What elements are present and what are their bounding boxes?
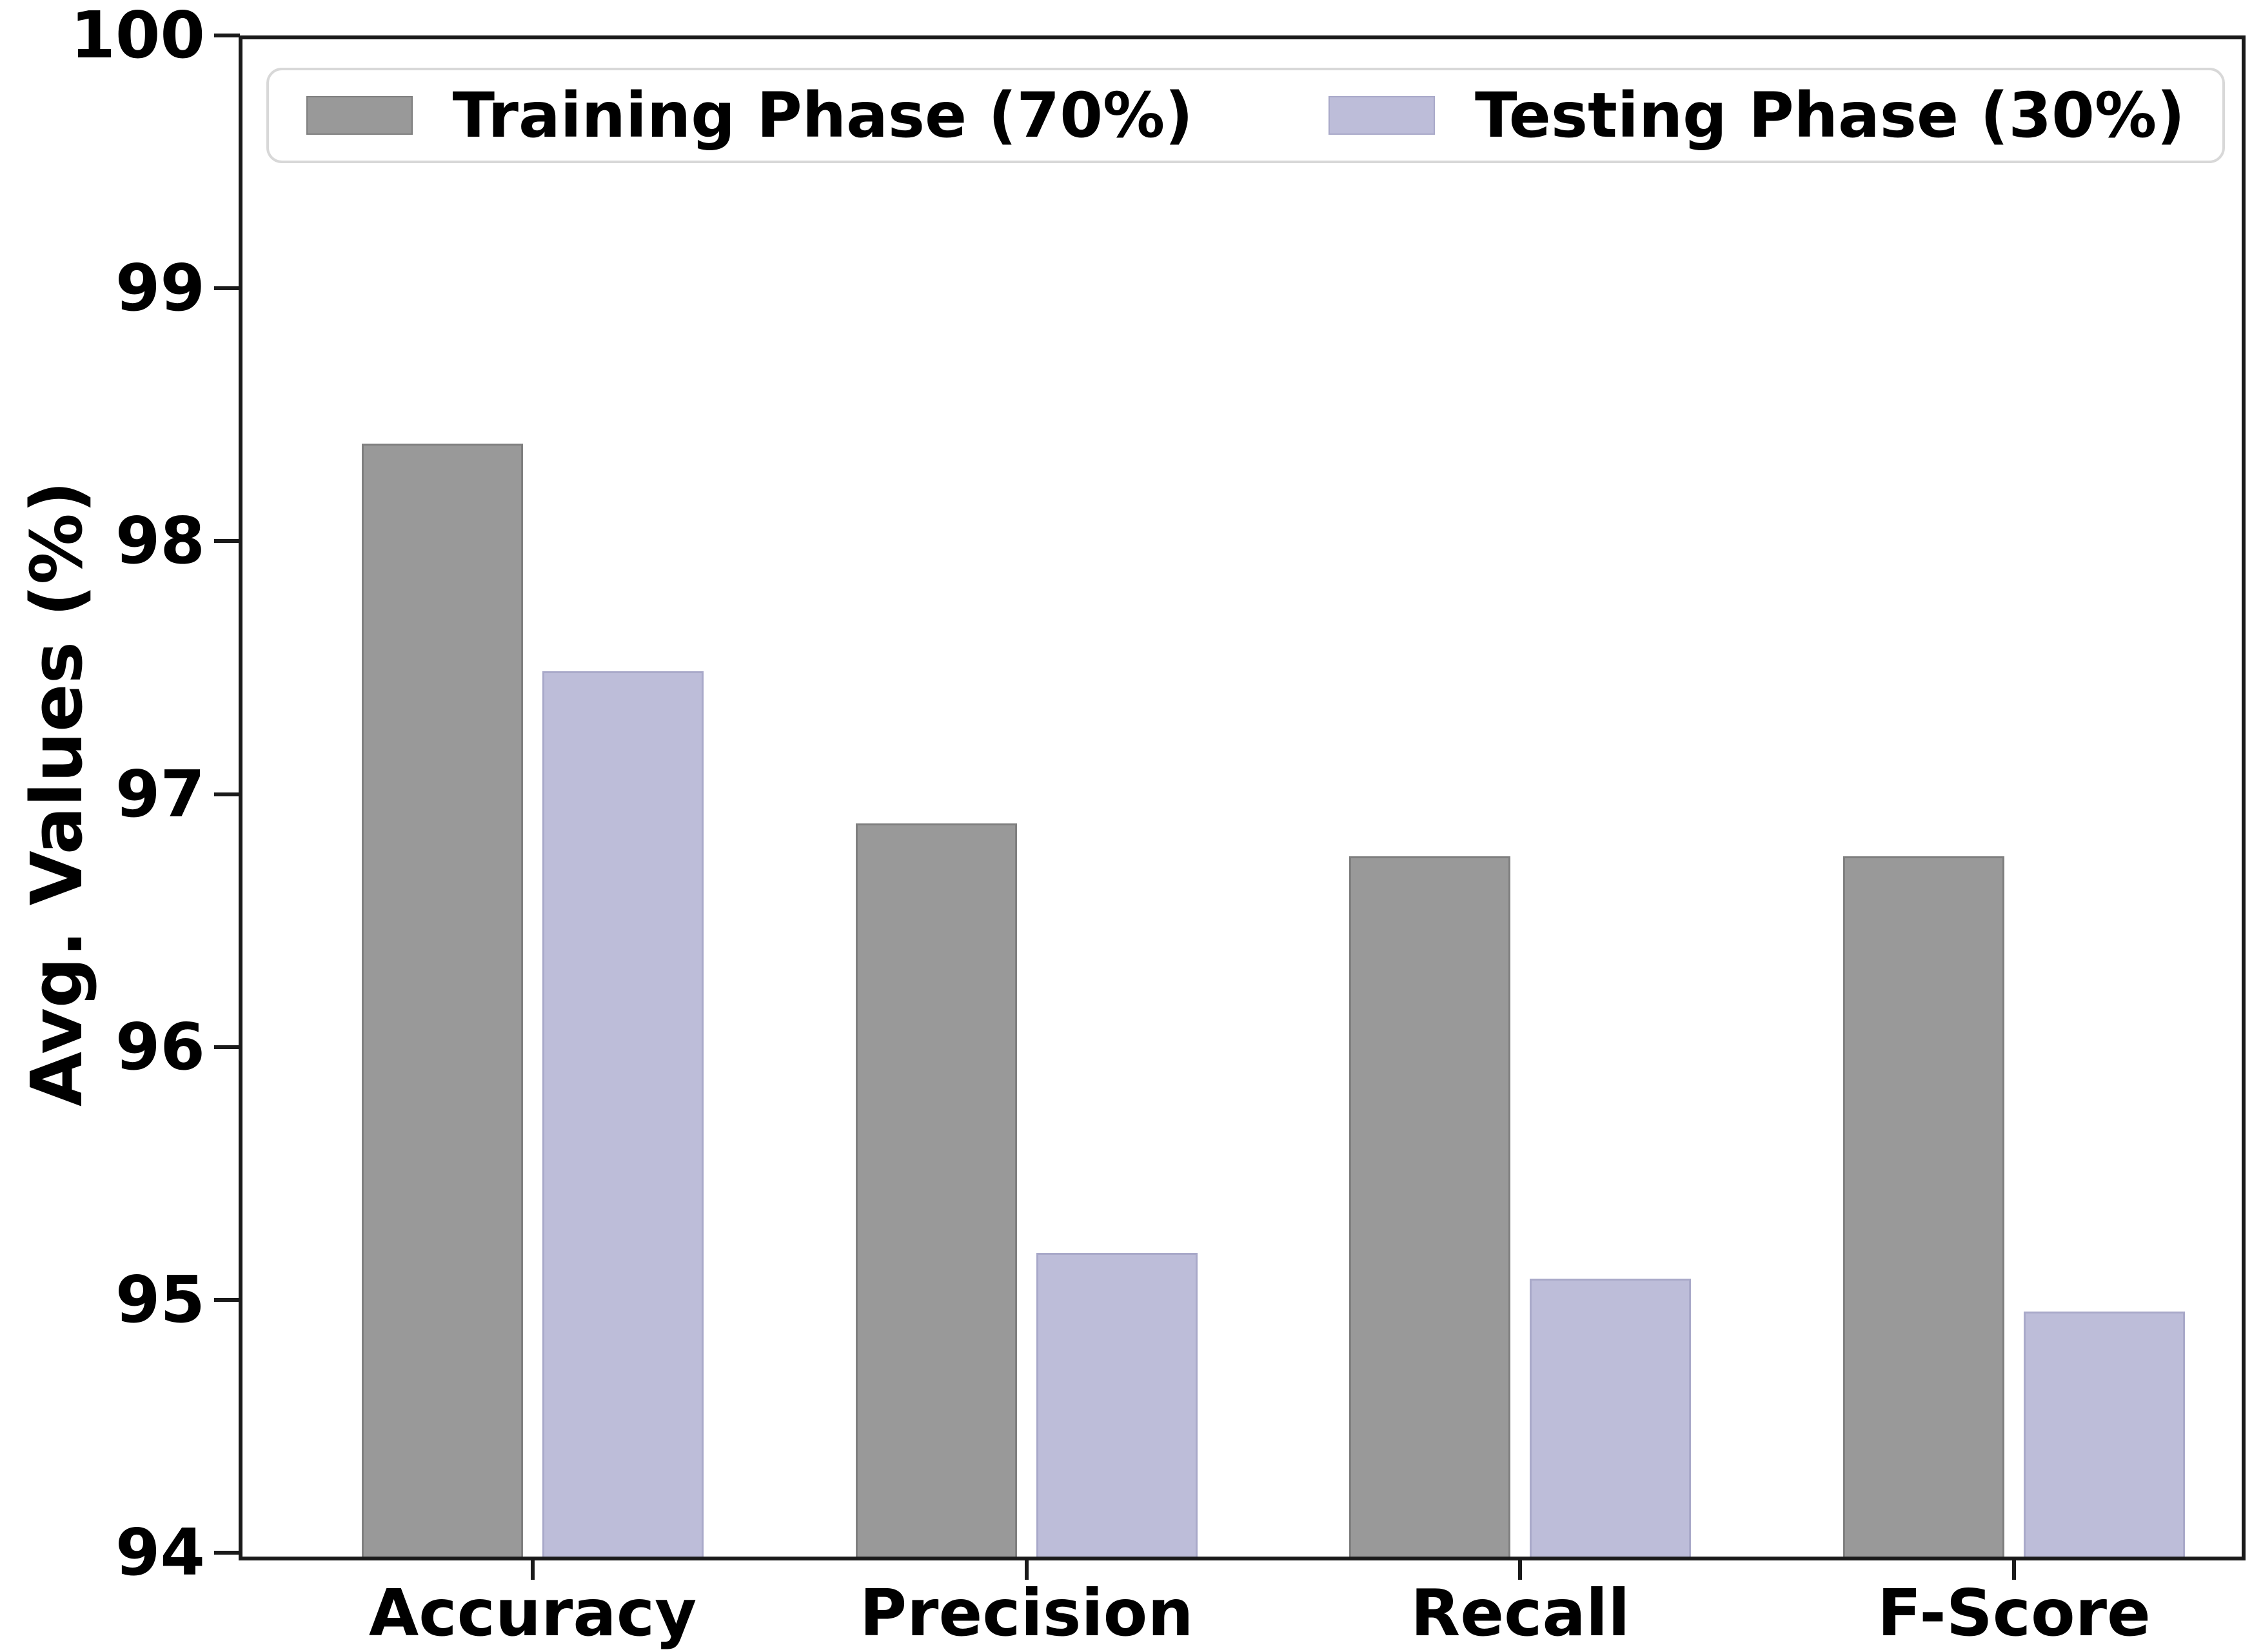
bar-training-precision <box>855 823 1017 1557</box>
legend-entry-testing: Testing Phase (30%) <box>1328 84 2185 146</box>
x-tick-mark <box>2011 1557 2016 1580</box>
x-tick-label-f-score: F-Score <box>1877 1575 2151 1651</box>
x-tick-mark <box>1518 1557 1523 1580</box>
y-tick-mark <box>214 34 240 37</box>
bar-testing-f-score <box>2023 1311 2185 1557</box>
x-tick-mark <box>531 1557 535 1580</box>
x-tick-label-precision: Precision <box>859 1575 1194 1651</box>
bar-training-accuracy <box>362 444 524 1557</box>
y-tick-mark <box>214 1045 240 1049</box>
x-tick-mark <box>1024 1557 1029 1580</box>
y-tick-label-94: 94 <box>115 1515 205 1590</box>
legend-label-testing: Testing Phase (30%) <box>1475 79 2185 152</box>
y-tick-mark <box>214 792 240 796</box>
legend-swatch-testing <box>1328 96 1436 135</box>
y-tick-label-95: 95 <box>115 1261 205 1337</box>
bar-testing-precision <box>1036 1253 1198 1557</box>
bar-testing-recall <box>1530 1278 1692 1557</box>
legend-entry-training: Training Phase (70%) <box>306 84 1193 146</box>
y-tick-label-100: 100 <box>70 0 205 73</box>
bar-training-recall <box>1349 856 1511 1557</box>
y-tick-label-97: 97 <box>115 756 205 832</box>
y-tick-mark <box>214 286 240 291</box>
plot-area: Training Phase (70%) Testing Phase (30%) <box>239 35 2246 1560</box>
y-tick-mark <box>214 1551 240 1555</box>
bar-training-f-score <box>1842 856 2004 1557</box>
bar-testing-accuracy <box>542 671 704 1557</box>
y-tick-mark <box>214 539 240 544</box>
legend-label-training: Training Phase (70%) <box>452 79 1194 152</box>
x-tick-label-accuracy: Accuracy <box>368 1575 697 1651</box>
legend-swatch-training <box>306 96 413 135</box>
y-tick-mark <box>214 1297 240 1302</box>
y-tick-label-96: 96 <box>115 1008 205 1085</box>
y-tick-label-98: 98 <box>115 503 205 579</box>
y-tick-label-99: 99 <box>115 250 205 326</box>
legend: Training Phase (70%) Testing Phase (30%) <box>266 68 2225 163</box>
x-tick-label-recall: Recall <box>1410 1575 1630 1651</box>
